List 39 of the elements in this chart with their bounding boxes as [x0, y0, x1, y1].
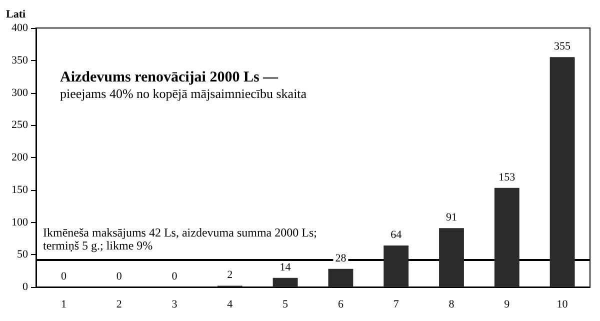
- data-label: 0: [172, 270, 178, 282]
- y-tick-label: 150: [12, 184, 28, 196]
- y-tick-label: 100: [12, 216, 28, 228]
- x-tick-label: 2: [116, 298, 122, 310]
- x-tick-label: 1: [60, 298, 66, 310]
- data-label: 153: [498, 171, 516, 184]
- x-tick-label: 10: [556, 298, 568, 310]
- x-tick-label: 5: [282, 298, 289, 310]
- ref-line-label: Ikmēneša maksājums 42 Ls, aizdevuma summa 2000 Ls; termiņš 5 g.; likme 9%: [43, 225, 320, 252]
- bar: [328, 268, 354, 287]
- data-label: 0: [60, 270, 67, 282]
- bar: [439, 228, 464, 287]
- x-tick-label: 7: [393, 298, 400, 310]
- data-label: 2: [227, 269, 233, 282]
- data-label: 91: [446, 212, 457, 224]
- x-tick-label: 9: [504, 298, 510, 310]
- bar: [550, 57, 575, 287]
- data-label: 64: [390, 229, 402, 242]
- x-tick-label: 6: [338, 298, 344, 310]
- y-axis-title: Lati: [6, 8, 26, 20]
- data-label: 14: [280, 261, 292, 274]
- y-tick-label: 0: [22, 281, 28, 293]
- bar: [272, 278, 298, 287]
- annotation: Aizdevums renovācijai 2000 Ls —: [60, 70, 280, 86]
- data-label: 28: [335, 252, 347, 264]
- y-tick-label: 350: [12, 54, 28, 66]
- x-tick-label: 4: [227, 298, 234, 310]
- data-label: 0: [116, 270, 122, 282]
- y-tick-label: 200: [12, 152, 28, 164]
- x-tick-label: 3: [172, 298, 178, 310]
- bar: [384, 246, 409, 287]
- y-tick-label: 300: [12, 86, 28, 99]
- y-tick-label: 50: [17, 248, 28, 261]
- y-tick-label: 250: [12, 119, 28, 132]
- annotation: pieejams 40% no kopējā mājsaimniecību skaita: [60, 86, 307, 101]
- data-label: 355: [554, 40, 572, 53]
- bar: [494, 188, 520, 287]
- x-tick-label: 8: [448, 298, 455, 310]
- y-tick-label: 400: [12, 22, 28, 34]
